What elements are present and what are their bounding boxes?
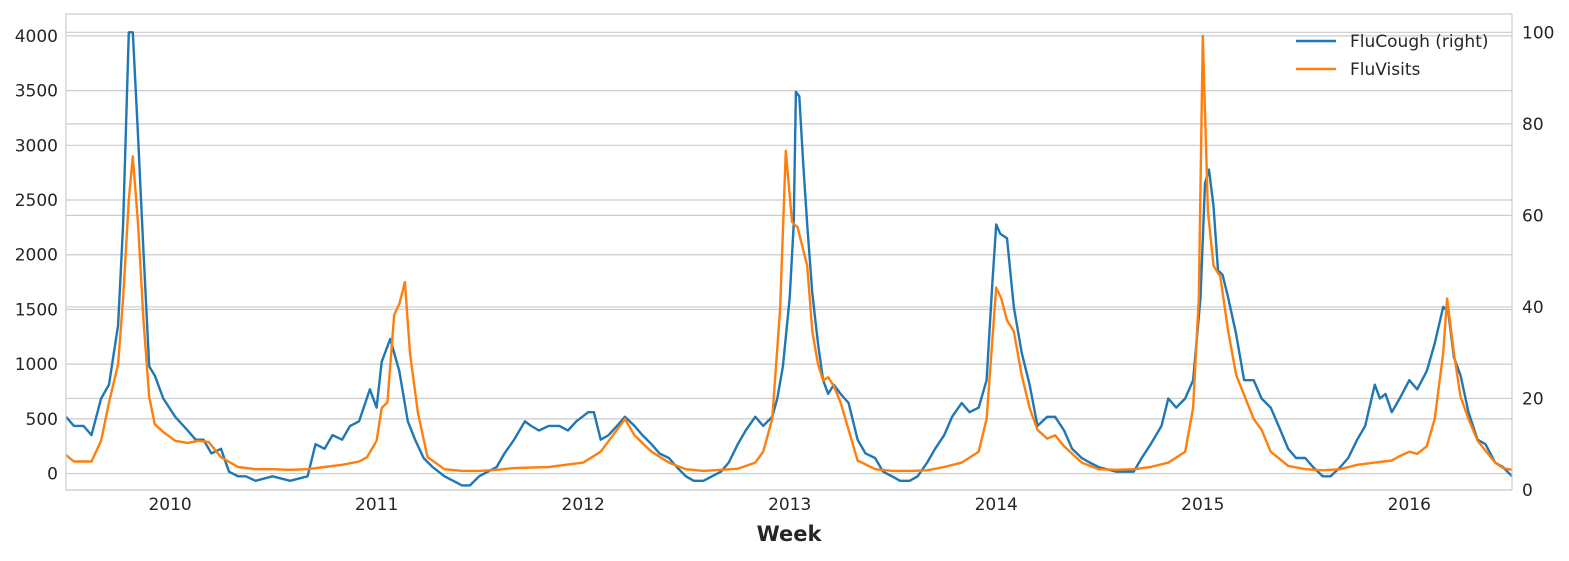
left-tick-label: 2000 <box>15 246 58 266</box>
x-tick-label: 2015 <box>1181 495 1224 515</box>
x-axis: 2010 2011 2012 2013 2014 2015 2016 <box>148 495 1430 515</box>
series-line-flucough <box>65 31 1513 487</box>
left-axis: 0 500 1000 1500 2000 2500 3000 3500 4000 <box>15 27 58 485</box>
left-tick-label: 4000 <box>15 27 58 47</box>
right-tick-label: 20 <box>1522 389 1544 409</box>
left-tick-label: 2500 <box>15 191 58 211</box>
left-tick-label: 500 <box>26 410 58 430</box>
left-tick-label: 1500 <box>15 300 58 320</box>
right-axis: 0 20 40 60 80 100 <box>1522 23 1554 501</box>
x-tick-label: 2016 <box>1388 495 1431 515</box>
left-tick-label: 1000 <box>15 355 58 375</box>
right-tick-label: 0 <box>1522 481 1533 501</box>
left-tick-label: 3000 <box>15 136 58 156</box>
x-tick-label: 2014 <box>975 495 1018 515</box>
x-tick-label: 2012 <box>562 495 605 515</box>
left-tick-label: 0 <box>47 465 58 485</box>
left-tick-label: 3500 <box>15 82 58 102</box>
x-axis-title: Week <box>757 522 823 546</box>
right-tick-label: 40 <box>1522 298 1544 318</box>
series-line-fluvisits <box>65 34 1513 473</box>
right-tick-label: 100 <box>1522 23 1554 43</box>
series-lines <box>65 31 1513 487</box>
legend-label-flucough: FluCough (right) <box>1350 32 1489 52</box>
x-tick-label: 2011 <box>355 495 398 515</box>
legend-label-fluvisits: FluVisits <box>1350 60 1421 80</box>
right-tick-label: 60 <box>1522 206 1544 226</box>
right-tick-label: 80 <box>1522 115 1544 135</box>
x-tick-label: 2013 <box>768 495 811 515</box>
x-tick-label: 2010 <box>148 495 191 515</box>
legend: FluCough (right) FluVisits <box>1296 32 1489 80</box>
plot-frame <box>65 13 1513 491</box>
